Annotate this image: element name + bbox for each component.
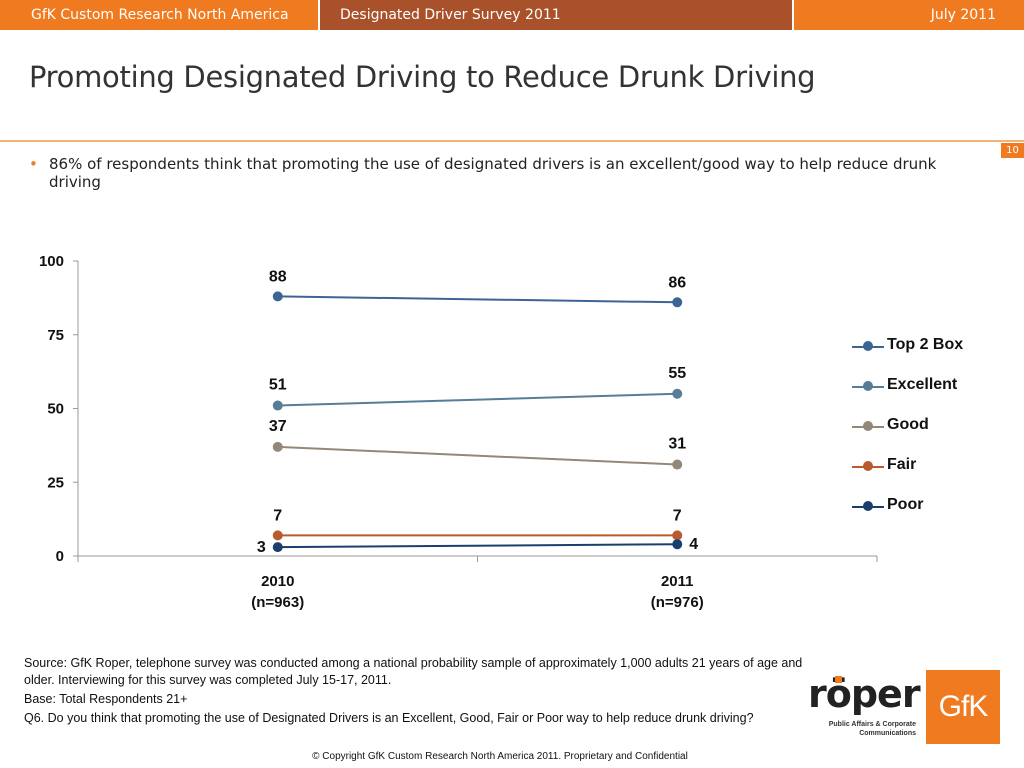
y-tick-label: 75 (47, 327, 64, 344)
legend-item-good: Good (852, 415, 1012, 455)
chart-legend: Top 2 Box Excellent Good Fair Poor (852, 335, 1012, 535)
legend-item-top-2-box: Top 2 Box (852, 335, 1012, 375)
data-point-fair (672, 530, 683, 541)
y-tick-label: 50 (47, 401, 64, 418)
data-point-good (272, 441, 283, 452)
data-point-top-2-box (672, 297, 683, 308)
bullet-icon: • (29, 155, 38, 173)
series-line-good (277, 445, 678, 466)
series-line-excellent (277, 392, 678, 407)
line-chart: 0 25 50 75 100 2010 (n=963) 2011 (n=976) 88 86 51 55… (39, 253, 878, 611)
roper-tagline: Public Affairs & Corporate Communication… (828, 721, 916, 737)
legend-label: Poor (887, 496, 924, 513)
header-date: July 2011 (930, 7, 996, 23)
y-tick-label: 25 (47, 474, 64, 491)
data-label-good: 37 (269, 418, 287, 435)
data-point-excellent (672, 388, 683, 399)
header-bar: GfK Custom Research North America Design… (0, 0, 1024, 30)
base-text: Base: Total Respondents 21+ (24, 692, 188, 706)
data-label-poor: 4 (689, 536, 698, 553)
series-line-top-2-box (277, 295, 678, 304)
x-category-label: (n=963) (251, 594, 304, 611)
header-company: GfK Custom Research North America (31, 7, 289, 23)
legend-item-excellent: Excellent (852, 375, 1012, 415)
data-point-excellent (272, 400, 283, 411)
data-point-good (672, 459, 683, 470)
data-point-fair (272, 530, 283, 541)
y-tick-label: 0 (56, 548, 64, 565)
data-label-excellent: 55 (668, 365, 686, 382)
legend-swatch (852, 501, 884, 511)
data-point-poor (272, 542, 283, 553)
data-point-top-2-box (272, 291, 283, 302)
key-finding-text: 86% of respondents think that promoting … (49, 155, 937, 191)
roper-logo: röper Public Affairs & Corporate Communi… (808, 672, 921, 742)
legend-item-fair: Fair (852, 455, 1012, 495)
header-survey-title: Designated Driver Survey 2011 (318, 0, 794, 30)
source-text: Source: GfK Roper, telephone survey was … (24, 656, 803, 687)
question-text: Q6. Do you think that promoting the use … (24, 711, 754, 725)
data-label-excellent: 51 (269, 377, 287, 394)
data-point-poor (672, 539, 683, 550)
legend-label: Fair (887, 456, 917, 473)
gfk-logo: GfK (926, 670, 1000, 744)
x-category-label: 2010 (261, 573, 294, 590)
legend-label: Excellent (887, 376, 958, 393)
legend-label: Top 2 Box (887, 336, 964, 353)
legend-swatch (852, 421, 884, 431)
data-label-top-2-box: 86 (668, 274, 686, 291)
x-category-label: 2011 (661, 573, 694, 590)
series-line-poor (277, 543, 678, 549)
data-label-good: 31 (668, 436, 686, 453)
copyright-notice: © Copyright GfK Custom Research North Am… (312, 751, 688, 762)
y-tick-label: 100 (39, 253, 64, 270)
x-category-label: (n=976) (651, 594, 704, 611)
legend-swatch (852, 381, 884, 391)
legend-swatch (852, 461, 884, 471)
legend-label: Good (887, 416, 929, 433)
source-notes: Source: GfK Roper, telephone survey was … (24, 655, 804, 729)
roper-wordmark: röper (808, 672, 921, 716)
page-number: 10 (1001, 143, 1024, 158)
roper-accent-mark (835, 676, 842, 683)
data-label-poor: 3 (257, 539, 266, 556)
key-finding: • 86% of respondents think that promotin… (29, 155, 961, 191)
data-label-fair: 7 (273, 507, 282, 524)
legend-item-poor: Poor (852, 495, 1012, 535)
data-label-fair: 7 (673, 507, 682, 524)
data-label-top-2-box: 88 (269, 268, 287, 285)
slide-title: Promoting Designated Driving to Reduce D… (29, 60, 816, 94)
legend-swatch (852, 341, 884, 351)
title-divider (0, 140, 1024, 142)
